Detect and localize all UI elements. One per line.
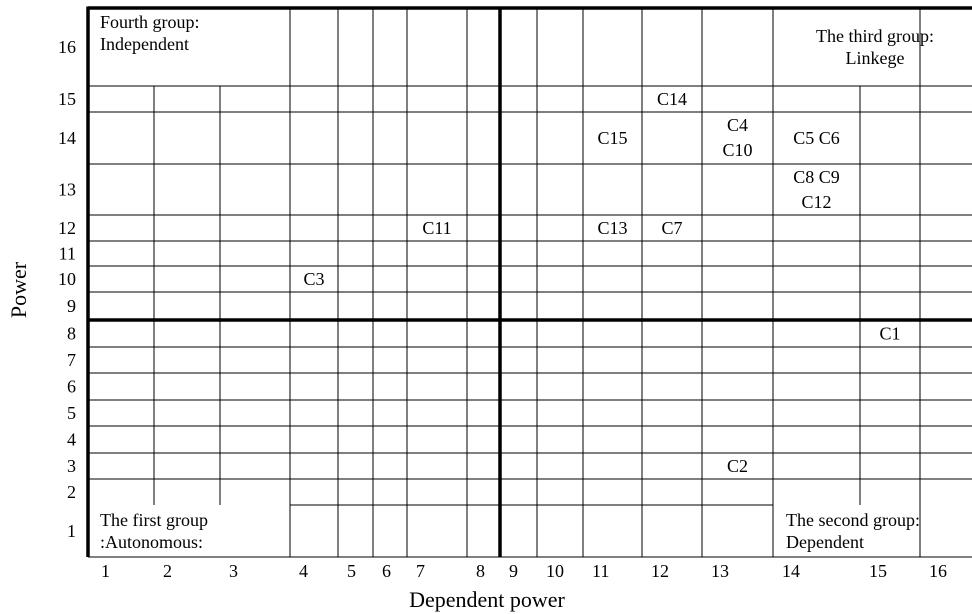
point-label: C10 bbox=[722, 140, 752, 160]
point-label: C3 bbox=[303, 269, 324, 289]
point-label: C15 bbox=[597, 128, 627, 148]
x-tick-label: 10 bbox=[546, 561, 564, 581]
x-tick-label: 3 bbox=[229, 561, 238, 581]
group-label-top-right: Linkege bbox=[846, 48, 905, 68]
x-tick-label: 11 bbox=[592, 561, 609, 581]
x-tick-label: 4 bbox=[299, 561, 308, 581]
x-tick-label: 14 bbox=[782, 561, 800, 581]
group-labels: Fourth group:Independent The third group:… bbox=[100, 12, 934, 552]
point-label: C1 bbox=[879, 324, 900, 344]
y-tick-label: 15 bbox=[58, 89, 76, 109]
x-tick-label: 13 bbox=[711, 561, 729, 581]
x-tick-label: 9 bbox=[509, 561, 518, 581]
point-label: C13 bbox=[597, 218, 627, 238]
group-label-top-left: Fourth group: bbox=[100, 12, 200, 32]
tick-labels: 1 2 3 4 5 6 7 8 9 10 11 12 13 14 15 1612345678910111213… bbox=[58, 37, 947, 581]
x-tick-label: 7 bbox=[416, 561, 425, 581]
y-tick-label: 13 bbox=[58, 180, 76, 200]
group-label-bottom-left: :Autonomous: bbox=[100, 532, 203, 552]
y-tick-label: 1 bbox=[67, 521, 76, 541]
y-tick-label: 2 bbox=[67, 482, 76, 502]
y-tick-label: 7 bbox=[67, 350, 76, 370]
y-tick-label: 8 bbox=[67, 324, 76, 344]
y-tick-label: 9 bbox=[67, 296, 76, 316]
y-tick-label: 5 bbox=[67, 403, 76, 423]
x-tick-label: 6 bbox=[382, 561, 391, 581]
grid bbox=[86, 6, 972, 558]
point-label: C4 bbox=[727, 115, 748, 135]
group-label-bottom-right: Dependent bbox=[786, 532, 864, 552]
x-tick-label: 1 bbox=[101, 561, 110, 581]
y-tick-label: 4 bbox=[67, 430, 76, 450]
y-tick-label: 10 bbox=[58, 269, 76, 289]
group-label-bottom-right: The second group: bbox=[786, 510, 920, 530]
y-axis-title: Power bbox=[6, 261, 31, 318]
point-label: C5 C6 bbox=[793, 128, 840, 148]
y-tick-label: 12 bbox=[58, 218, 76, 238]
x-tick-label: 5 bbox=[347, 561, 356, 581]
point-label: C14 bbox=[657, 89, 687, 109]
group-label-top-right: The third group: bbox=[816, 26, 934, 46]
point-label: C12 bbox=[801, 192, 831, 212]
group-label-top-left: Independent bbox=[100, 34, 189, 54]
y-tick-label: 11 bbox=[59, 244, 76, 264]
point-label: C8 C9 bbox=[793, 167, 840, 187]
point-label: C7 bbox=[661, 218, 682, 238]
y-tick-label: 6 bbox=[67, 377, 76, 397]
x-tick-label: 16 bbox=[929, 561, 947, 581]
y-tick-label: 16 bbox=[58, 37, 76, 57]
group-label-bottom-left: The first group bbox=[100, 510, 208, 530]
point-label: C11 bbox=[422, 218, 451, 238]
x-tick-label: 8 bbox=[476, 561, 485, 581]
x-tick-label: 15 bbox=[869, 561, 887, 581]
x-axis-title: Dependent power bbox=[409, 587, 565, 612]
point-labels: C1 C2 C3 C4 C10 C5 C6 C7 C8 C9 C12 C11 C13 C14 C15 bbox=[303, 89, 900, 476]
point-label: C2 bbox=[727, 456, 748, 476]
y-tick-label: 3 bbox=[67, 456, 76, 476]
x-tick-label: 12 bbox=[651, 561, 669, 581]
y-tick-label: 14 bbox=[58, 128, 76, 148]
x-tick-label: 2 bbox=[163, 561, 172, 581]
